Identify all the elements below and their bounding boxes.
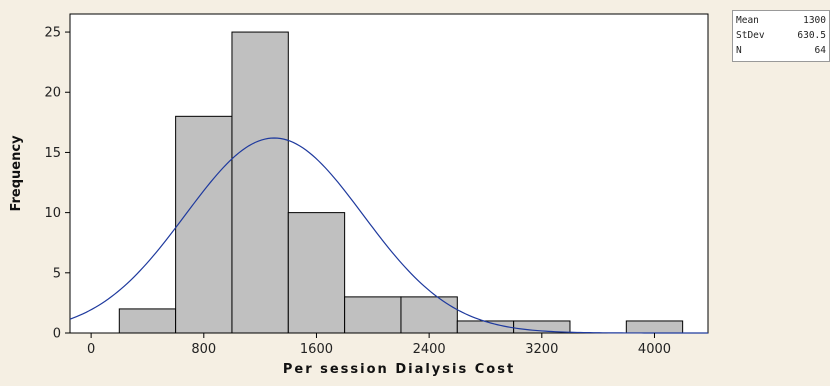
stats-row-stdev: StDev 630.5 (736, 28, 826, 43)
x-axis: 0 800 1600 2400 3200 4000 (87, 333, 671, 357)
y-tick-label: 10 (44, 206, 61, 221)
stats-label: Mean (736, 15, 759, 26)
y-tick-label: 5 (53, 266, 61, 281)
histogram-bar (344, 296, 402, 334)
histogram-bar (400, 296, 458, 334)
x-tick-label: 2400 (413, 342, 446, 357)
histogram-bar (118, 308, 177, 334)
stats-row-mean: Mean 1300 (736, 13, 826, 28)
y-axis-title: Frequency (9, 135, 24, 212)
histogram-bar (231, 31, 289, 334)
y-tick-label: 0 (53, 327, 61, 342)
x-tick-label: 3200 (525, 342, 558, 357)
stats-label: N (736, 45, 742, 56)
x-tick-label: 0 (87, 342, 95, 357)
histogram-bar (625, 320, 684, 334)
x-tick-label: 800 (191, 342, 216, 357)
stats-value: 1300 (803, 15, 826, 26)
stats-value: 630.5 (797, 30, 826, 41)
stats-label: StDev (736, 30, 765, 41)
histogram-bar (287, 212, 346, 334)
y-axis: 0 5 10 15 20 25 (44, 26, 70, 342)
x-tick-label: 1600 (300, 342, 333, 357)
x-tick-label: 4000 (638, 342, 671, 357)
normal-fit-curve (69, 137, 708, 334)
plot-area (69, 13, 709, 334)
summary-stats-box: Mean 1300 StDev 630.5 N 64 (732, 10, 830, 62)
stats-row-n: N 64 (736, 43, 826, 58)
y-tick-label: 25 (44, 26, 61, 41)
y-tick-label: 15 (44, 146, 61, 161)
y-tick-label: 20 (44, 86, 61, 101)
histogram-bar (175, 115, 233, 334)
stats-value: 64 (814, 45, 826, 56)
x-axis-title: Per session Dialysis Cost (283, 362, 515, 377)
bars-layer (118, 31, 684, 334)
